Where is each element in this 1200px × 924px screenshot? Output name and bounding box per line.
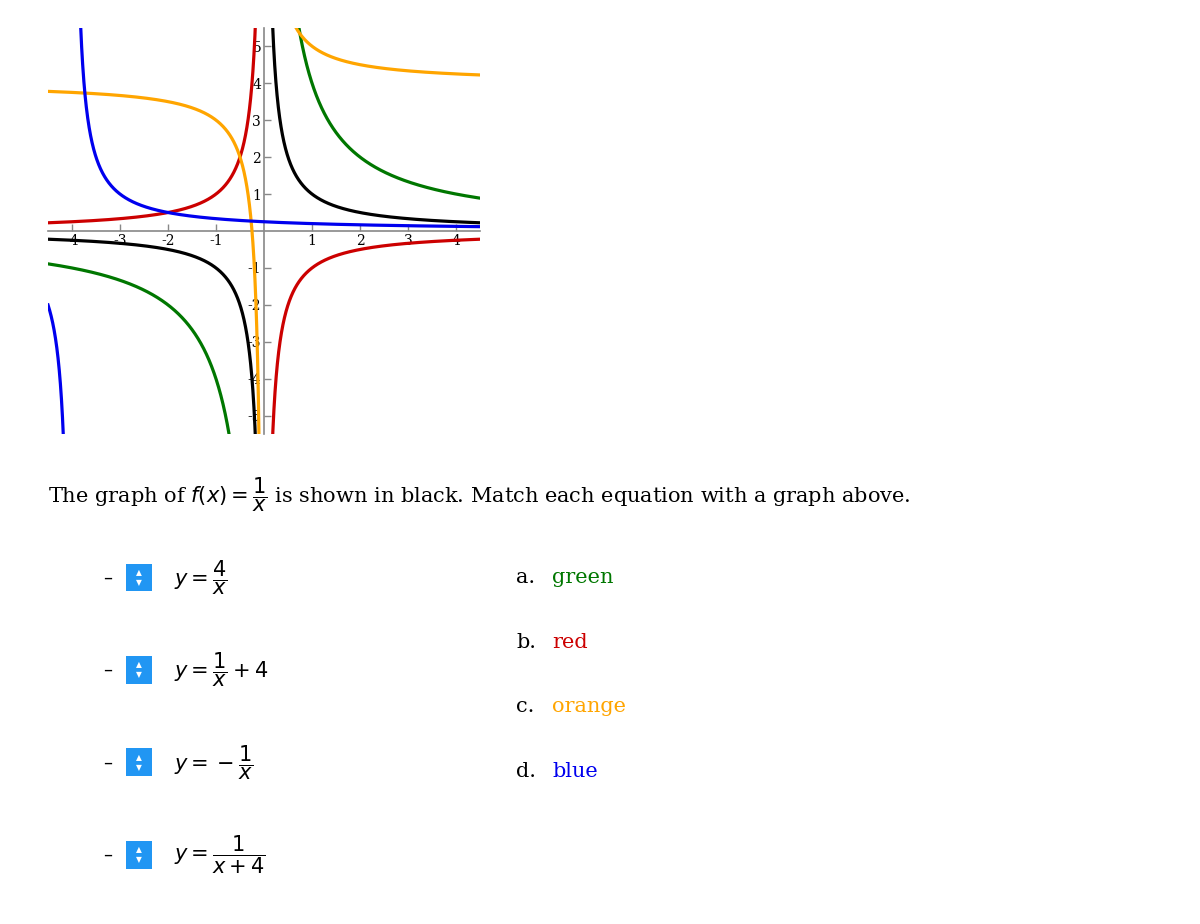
Text: b.: b. <box>516 633 536 651</box>
Text: ▼: ▼ <box>137 763 142 772</box>
Text: $y = \dfrac{1}{x} + 4$: $y = \dfrac{1}{x} + 4$ <box>174 650 268 689</box>
Text: ▲: ▲ <box>137 753 142 761</box>
Text: $y = \dfrac{4}{x}$: $y = \dfrac{4}{x}$ <box>174 558 228 597</box>
Text: $y = -\dfrac{1}{x}$: $y = -\dfrac{1}{x}$ <box>174 743 253 782</box>
Text: –: – <box>103 568 113 587</box>
Text: –: – <box>103 661 113 679</box>
Text: orange: orange <box>552 698 626 716</box>
Text: green: green <box>552 568 613 587</box>
Text: ▼: ▼ <box>137 671 142 679</box>
Text: $y = \dfrac{1}{x + 4}$: $y = \dfrac{1}{x + 4}$ <box>174 833 265 876</box>
Text: ▼: ▼ <box>137 856 142 864</box>
Text: –: – <box>103 753 113 772</box>
Text: ▲: ▲ <box>137 568 142 577</box>
Text: ▲: ▲ <box>137 661 142 669</box>
Text: –: – <box>103 845 113 864</box>
Text: blue: blue <box>552 762 598 781</box>
Text: ▲: ▲ <box>137 845 142 854</box>
Text: red: red <box>552 633 588 651</box>
Text: d.: d. <box>516 762 536 781</box>
Text: ▼: ▼ <box>137 578 142 587</box>
Text: a.: a. <box>516 568 535 587</box>
Text: The graph of $f(x) = \dfrac{1}{x}$ is shown in black. Match each equation with a: The graph of $f(x) = \dfrac{1}{x}$ is sh… <box>48 476 911 515</box>
Text: c.: c. <box>516 698 534 716</box>
